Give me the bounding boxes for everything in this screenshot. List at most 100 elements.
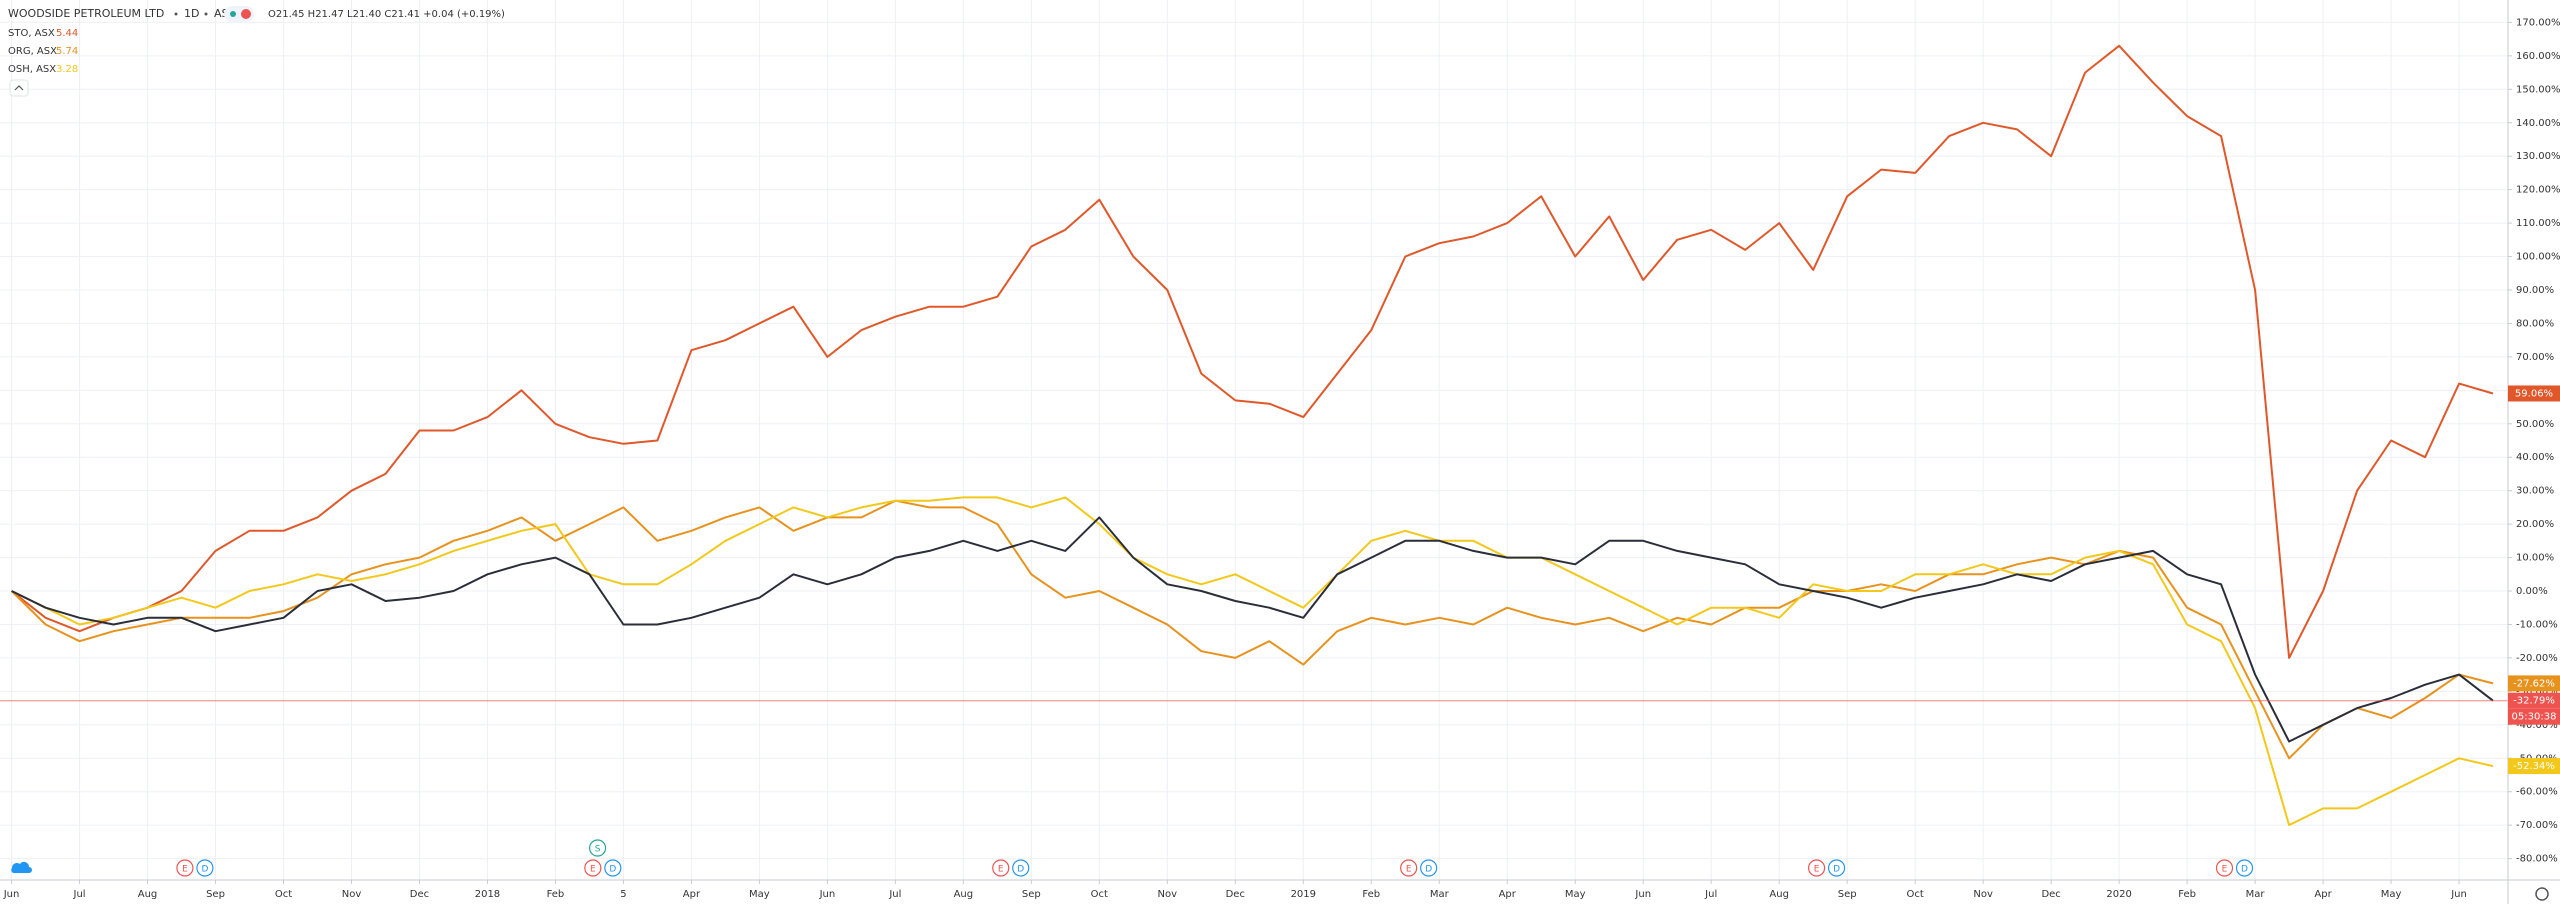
ohlc: O21.45 H21.47 L21.40 C21.41 +0.04 (+0.19… [268,9,505,20]
series-line [10,499,2494,760]
settings-icon[interactable] [2535,887,2549,901]
x-tick-label: Feb [2178,889,2196,900]
y-tick-label: 10.00% [2516,553,2554,564]
last-value-badge [2508,385,2560,402]
y-tick-label: -20.00% [2516,653,2558,664]
y-tick-label: -40.00% [2516,720,2558,731]
x-tick-label: Oct [1907,889,1924,900]
event-label: E [590,865,596,875]
event-marker [196,859,214,877]
series-line [11,516,2494,743]
last-value-label: 59.06% [2515,388,2553,399]
x-tick-label: Nov [1158,889,1178,900]
series-line [11,496,2494,827]
x-tick-label: Dec [410,889,429,900]
x-tick-label: Nov [1973,889,1993,900]
market-open-dot [230,11,236,17]
cloud-icon[interactable] [11,862,32,873]
event-marker [992,859,1010,877]
legend: WOODSIDE PETROLEUM LTD 1D ASX O21.45 H21… [8,6,505,75]
x-tick-label: Dec [1226,889,1245,900]
y-tick-label: 40.00% [2516,452,2554,463]
event-label: D [2241,865,2248,875]
event-marker [1400,859,1418,877]
legend-value: 3.28 [56,64,78,75]
x-tick-label: Mar [1430,889,1450,900]
event-marker [2215,859,2234,877]
event-marker [604,859,622,877]
legend-value: 5.74 [56,46,78,57]
y-tick-label: -60.00% [2516,787,2558,798]
x-tick-label: 2019 [1291,889,1316,900]
x-tick-label: Mar [2246,889,2266,900]
event-label: D [1425,865,1432,875]
x-tick-label: Jun [2450,889,2467,900]
x-tick-label: 2018 [475,889,500,900]
x-tick-label: 5 [620,889,626,900]
event-label: E [1406,865,1412,875]
event-label: D [1833,865,1840,875]
last-value-badge [2508,692,2560,709]
y-tick-label: 0.00% [2516,586,2548,597]
event-marker [588,839,607,857]
y-tick-label: 70.00% [2516,352,2554,363]
y-tick-label: 100.00% [2516,252,2560,263]
event-label: E [182,865,188,875]
x-tick-label: Aug [138,889,158,900]
y-tick-label: -70.00% [2516,820,2558,831]
y-tick-label: 90.00% [2516,285,2554,296]
x-tick-label: Feb [547,889,565,900]
y-tick-label: 80.00% [2516,318,2554,329]
x-tick-label: Apr [683,889,701,900]
x-tick-label: Jun [819,889,836,900]
legend-symbol: ORG, ASX [8,46,57,57]
x-tick-label: Sep [1022,889,1041,900]
event-label: E [998,865,1004,875]
x-tick-label: Jun [3,889,20,900]
collapse-button[interactable] [9,79,29,97]
x-tick-label: Apr [2314,889,2332,900]
x-tick-label: May [1565,889,1586,900]
series-line [10,44,2494,659]
y-tick-label: 130.00% [2516,151,2560,162]
event-label: S [595,845,601,855]
x-tick-label: Oct [275,889,292,900]
y-tick-label: 120.00% [2516,185,2560,196]
y-tick-label: 30.00% [2516,486,2554,497]
event-marker [1807,859,1826,877]
y-tick-label: -10.00% [2516,619,2558,630]
y-tick-label: 110.00% [2516,218,2560,229]
event-label: E [2222,865,2228,875]
event-marker [1420,859,1438,877]
legend-value: 5.44 [56,28,78,39]
y-tick-label: -30.00% [2516,686,2558,697]
interval: 1D [184,7,199,20]
event-marker [1827,859,1846,877]
y-tick-label: 140.00% [2516,118,2560,129]
x-tick-label: Apr [1499,889,1517,900]
x-tick-label: Feb [1362,889,1380,900]
x-tick-label: May [749,889,770,900]
event-label: D [201,865,208,875]
y-tick-label: -80.00% [2516,854,2558,865]
y-tick-label: 170.00% [2516,17,2560,28]
legend-symbol: OSH, ASX [8,64,56,75]
legend-symbol: STO, ASX [8,28,55,39]
separator [174,12,178,16]
delayed-dot [241,9,251,19]
x-tick-label: Aug [954,889,974,900]
event-marker [2235,859,2254,877]
event-marker [1012,859,1030,877]
y-tick-label: 160.00% [2516,51,2560,62]
y-tick-label: 50.00% [2516,419,2554,430]
x-tick-label: 2020 [2106,889,2131,900]
last-value-badge [2508,758,2560,775]
x-tick-label: May [2381,889,2402,900]
collapse-icon [14,85,24,91]
countdown-badge [2508,708,2560,725]
event-marker [176,859,194,877]
y-tick-label: 150.00% [2516,84,2560,95]
